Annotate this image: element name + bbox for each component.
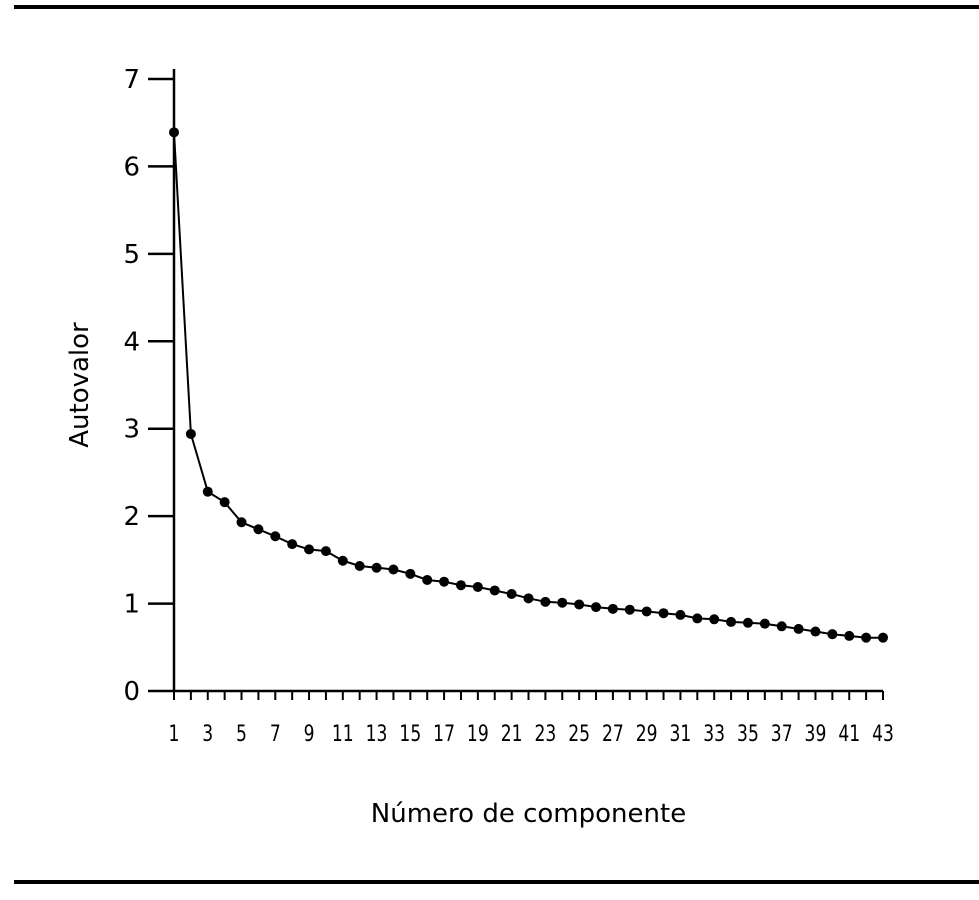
eigenvalue-point [354,560,365,571]
y-tick-label: 2 [123,502,140,532]
eigenvalue-point [270,531,281,542]
x-tick-label: 37 [771,721,793,747]
eigenvalue-point [540,596,551,607]
eigenvalue-point [793,623,804,634]
x-tick-label: 11 [332,721,354,747]
eigenvalue-point [202,486,213,497]
eigenvalue-point [726,616,737,627]
x-tick-label: 3 [202,721,213,747]
eigenvalue-point [405,568,416,579]
x-tick-label: 5 [236,721,247,747]
eigenvalue-point [455,580,466,591]
eigenvalue-point [439,576,450,587]
x-tick-label: 19 [467,721,489,747]
x-tick-label: 23 [534,721,556,747]
x-tick-label: 7 [270,721,281,747]
eigenvalue-point [827,629,838,640]
eigenvalue-point [185,428,196,439]
eigenvalue-point [219,497,230,508]
eigenvalue-point [169,127,179,138]
x-ticks: 1 3 5 7 9 11 13 15 17 19 21 23 25 27 29 31 33 35 37 39 41 43 [169,691,894,747]
eigenvalue-point [844,630,855,641]
x-tick-label: 13 [366,721,388,747]
eigenvalue-point [624,604,635,615]
x-tick-label: 15 [399,721,421,747]
eigenvalue-point [810,626,821,637]
y-tick-label: 3 [123,415,140,445]
x-tick-label: 29 [636,721,658,747]
eigenvalue-point [489,585,500,596]
y-tick-label: 1 [123,590,140,620]
x-tick-label: 17 [433,721,455,747]
y-tick-label: 4 [123,327,140,357]
eigenvalue-point [878,632,888,643]
y-tick-label: 6 [123,152,140,182]
eigenvalue-point [337,555,348,566]
eigenvalue-point [591,602,602,613]
x-tick-label: 35 [737,721,759,747]
eigenvalue-point [236,517,247,528]
y-tick-label: 5 [123,240,140,270]
x-tick-label: 31 [670,721,692,747]
x-tick-label: 39 [805,721,827,747]
x-tick-label: 33 [703,721,725,747]
eigenvalue-point [320,546,331,557]
x-axis-title: Número de componente [371,799,686,829]
y-tick-label: 0 [123,677,140,707]
y-ticks: 0 1 2 3 4 5 6 7 [123,65,174,707]
eigenvalue-point [776,621,787,632]
eigenvalue-point [574,599,585,610]
eigenvalue-series [169,127,888,643]
x-tick-label: 9 [304,721,315,747]
eigenvalue-point [861,632,872,643]
eigenvalue-line [173,132,883,639]
eigenvalue-point [607,603,618,614]
eigenvalue-point [692,613,703,624]
eigenvalue-point [641,606,652,617]
top-rule [14,5,979,9]
y-axis-title: Autovalor [65,322,95,448]
eigenvalue-point [658,608,669,619]
eigenvalue-point [304,544,315,555]
eigenvalue-point [523,593,534,604]
x-tick-label: 43 [872,721,894,747]
x-tick-label: 25 [568,721,590,747]
eigenvalue-point [371,562,382,573]
x-tick-label: 21 [501,721,523,747]
eigenvalue-point [253,524,264,535]
bottom-rule [14,880,979,884]
eigenvalue-point [422,574,433,585]
eigenvalue-point [472,581,483,592]
eigenvalue-point [506,588,517,599]
x-tick-label: 27 [602,721,624,747]
eigenvalue-point [388,564,399,575]
eigenvalue-point [557,597,568,608]
eigenvalue-point [675,609,686,620]
x-tick-label: 41 [838,721,860,747]
eigenvalue-point [759,618,770,629]
eigenvalue-point [709,614,720,625]
x-tick-label: 1 [169,721,180,747]
eigenvalue-point [287,539,298,550]
y-tick-label: 7 [123,65,140,95]
eigenvalue-point [742,617,753,628]
